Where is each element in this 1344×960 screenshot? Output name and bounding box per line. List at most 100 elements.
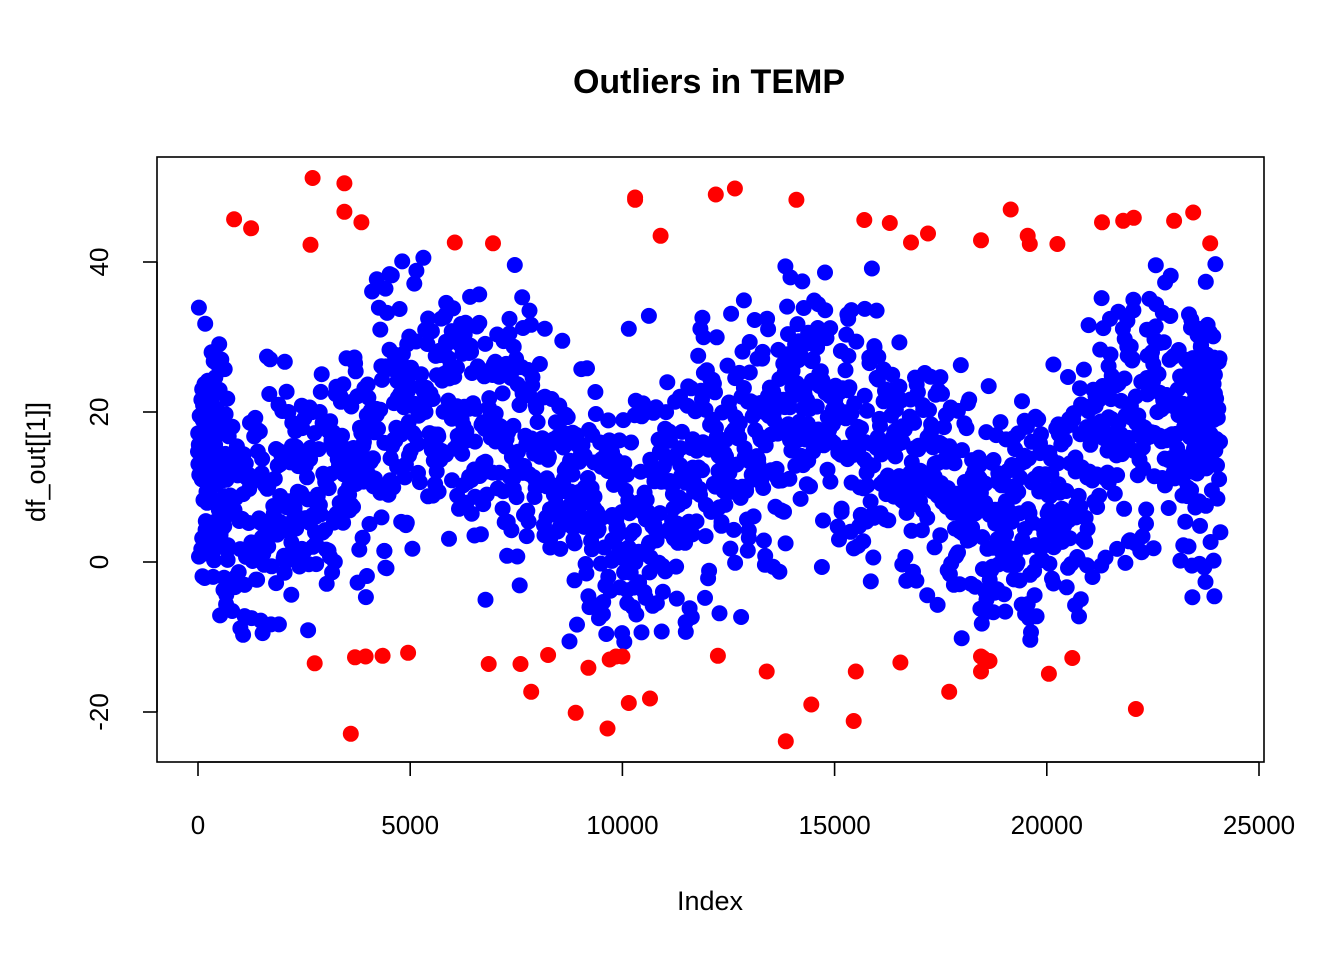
data-point: [862, 493, 879, 510]
data-point: [1205, 552, 1222, 569]
data-point: [589, 522, 606, 539]
data-point: [908, 572, 925, 589]
data-point: [501, 325, 518, 342]
data-point: [633, 624, 650, 641]
y-tick-label: 0: [84, 555, 114, 569]
data-point: [951, 576, 968, 593]
data-point: [1102, 346, 1119, 363]
outlier-point: [707, 186, 724, 203]
data-point: [755, 480, 772, 496]
data-point: [1180, 538, 1197, 555]
data-point: [1041, 555, 1058, 572]
data-point: [985, 452, 1002, 468]
data-point: [1106, 485, 1123, 502]
outlier-point: [1185, 204, 1202, 221]
data-point: [625, 522, 642, 539]
data-point: [391, 301, 408, 317]
x-axis: 0 5000 10000 15000 20000 25000: [191, 761, 1295, 840]
data-point: [1014, 393, 1030, 410]
data-point: [430, 483, 447, 500]
data-point: [691, 480, 708, 497]
outlier-point: [446, 234, 463, 251]
data-point: [467, 400, 484, 417]
data-point: [745, 508, 762, 525]
data-point: [668, 590, 685, 607]
outlier-point: [758, 663, 775, 680]
data-point: [623, 434, 640, 451]
data-point: [1147, 318, 1164, 335]
data-point: [936, 419, 952, 436]
outlier-point: [336, 203, 353, 220]
data-point: [609, 526, 626, 543]
data-point: [230, 564, 247, 581]
data-point: [921, 402, 937, 418]
data-point: [932, 369, 949, 386]
outlier-point: [1002, 201, 1019, 218]
data-point: [884, 366, 901, 383]
data-point: [213, 422, 230, 439]
data-point: [1061, 530, 1078, 547]
data-point: [1197, 573, 1214, 590]
data-point: [354, 529, 371, 546]
data-point: [404, 540, 421, 557]
data-point: [897, 549, 914, 565]
data-point: [260, 538, 277, 555]
data-point: [880, 512, 897, 529]
data-point: [909, 384, 926, 401]
data-point: [879, 467, 896, 484]
data-point: [374, 371, 390, 388]
data-point: [1075, 361, 1092, 378]
data-point: [554, 332, 571, 349]
data-point: [779, 298, 796, 315]
data-point: [477, 335, 494, 352]
data-point: [394, 253, 411, 270]
data-point: [1117, 554, 1134, 571]
data-point: [564, 466, 581, 483]
chart-title: Outliers in TEMP: [573, 63, 845, 101]
data-point: [652, 505, 668, 522]
data-point: [359, 376, 376, 393]
data-point: [600, 412, 617, 429]
data-point: [814, 372, 831, 389]
data-point: [216, 361, 233, 378]
data-point: [358, 568, 375, 584]
data-point: [1116, 500, 1133, 517]
data-point: [1155, 334, 1172, 351]
data-point: [1109, 540, 1126, 557]
data-point: [910, 441, 927, 458]
data-point: [219, 542, 236, 559]
data-point: [781, 470, 798, 487]
x-tick-label: 15000: [798, 810, 870, 840]
outlier-point: [1166, 212, 1183, 229]
data-point: [733, 609, 750, 625]
data-point: [397, 517, 414, 534]
data-point: [822, 473, 839, 490]
data-point: [1058, 483, 1075, 499]
data-point: [887, 448, 904, 465]
data-point: [1022, 631, 1039, 648]
data-point: [1045, 356, 1062, 373]
data-point: [653, 623, 670, 640]
data-point: [217, 406, 234, 423]
data-point: [559, 409, 576, 426]
data-point: [487, 405, 504, 422]
data-point: [919, 587, 936, 604]
data-point: [822, 320, 839, 337]
x-axis-label: Index: [677, 886, 744, 916]
data-point: [771, 563, 788, 580]
data-point: [1211, 471, 1228, 488]
data-point: [760, 321, 777, 338]
data-point: [833, 500, 850, 517]
data-point: [536, 320, 553, 337]
data-point: [598, 626, 615, 642]
data-point: [635, 395, 652, 412]
data-point: [817, 302, 834, 319]
data-point: [396, 469, 413, 486]
outlier-point: [892, 654, 909, 671]
data-point: [365, 450, 381, 467]
data-point: [413, 366, 430, 383]
data-point: [1177, 513, 1194, 530]
data-point: [684, 526, 701, 543]
outlier-point: [357, 648, 374, 665]
data-point: [1205, 328, 1222, 345]
